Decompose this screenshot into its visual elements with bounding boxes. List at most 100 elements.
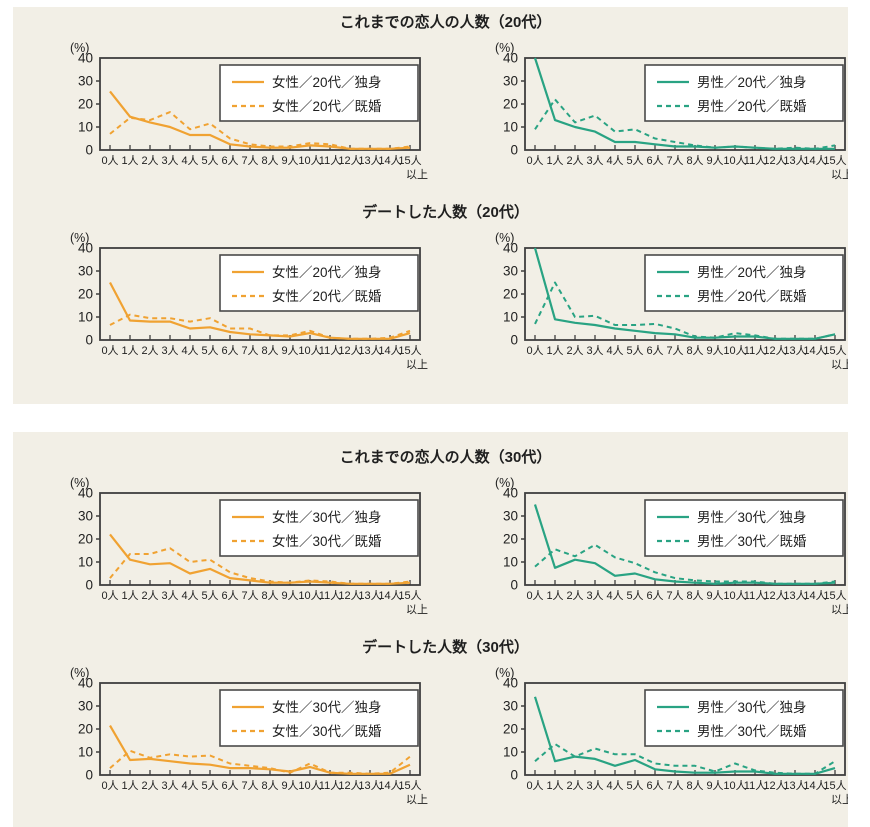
x-tick-label: 11人 [744, 154, 766, 167]
legend-box [644, 254, 844, 312]
legend-box [219, 689, 419, 747]
chart-lovers-20s-male: (%) 0 10 20 30 40 0人 1人 2人 3人 4人 5人 6人 7人 8人 9人 10人 11人 12… [489, 41, 848, 184]
x-tick-label: 0人 [526, 154, 543, 167]
x-tick-label: 9人 [281, 344, 298, 357]
line-chart-svg: (%) 0 10 20 30 40 0人 1人 2人 3人 4人 5人 6人 7人 8人 9人 10人11人12… [70, 231, 428, 371]
row-title-dates-30s: デートした人数（30代） [362, 639, 529, 656]
chart-row-lovers-30s: これまでの恋人の人数（30代） (%) 0 10 20 30 40 0人 1人 2人 3人 4人 5人… [13, 447, 848, 619]
x-tick-label: 3人 [161, 589, 178, 602]
x-tick-label: 4人 [181, 779, 198, 792]
series-line-dashed [109, 313, 411, 340]
x-tick-label: 8人 [261, 344, 278, 357]
x-tick-label: 4人 [606, 154, 623, 167]
x-tick-label: 11人 [319, 779, 341, 792]
x-tick-label: 14人 [803, 779, 826, 792]
y-tick-label: 10 [78, 555, 93, 570]
y-tick-label: 10 [78, 745, 93, 760]
x-tick-label: 12人 [763, 779, 786, 792]
series-line-dashed [534, 281, 836, 340]
x-tick-label: 10人 [723, 344, 746, 357]
y-tick-label: 0 [85, 578, 93, 593]
y-axis-unit: (%) [495, 476, 514, 490]
x-tick-label: 0人 [526, 589, 543, 602]
x-tick-label: 7人 [666, 344, 683, 357]
x-tick-label: 8人 [261, 589, 278, 602]
x-tick-label: 7人 [241, 589, 258, 602]
x-tick-label: 11人 [319, 589, 341, 602]
series-line-solid [533, 504, 836, 585]
x-tick-label: 4人 [606, 779, 623, 792]
x-tick-label: 6人 [221, 154, 238, 167]
line-chart-svg: (%) 0 10 20 30 40 0人 1人 2人 3人 4人 5人 6人 7人 8人 9人 10人11人12… [495, 41, 848, 181]
x-tick-label: 12人 [338, 154, 361, 167]
x-tick-label: 7人 [241, 779, 258, 792]
legend-label: 男性／20代／独身 [697, 265, 807, 280]
x-tick-label: 0人 [101, 779, 118, 792]
legend-box [644, 689, 844, 747]
x-tick-label: 9人 [706, 344, 723, 357]
x-tick-label: 10人 [298, 154, 321, 167]
x-tick-label: 1人 [121, 779, 138, 792]
y-tick-label: 40 [78, 51, 93, 66]
legend-label: 女性／20代／独身 [272, 74, 382, 90]
row-title-dates-20s: デートした人数（20代） [362, 204, 529, 221]
y-tick-label: 30 [78, 509, 93, 524]
x-tick-label: 15人 [823, 154, 846, 167]
series-line-dashed [109, 749, 411, 775]
series-line-solid [109, 281, 411, 340]
x-tick-label: 11人 [319, 154, 341, 167]
x-tick-label: 8人 [686, 589, 703, 602]
x-tick-label: 5人 [626, 589, 643, 602]
x-tick-label: 0人 [526, 344, 543, 357]
chart-row-dates-30s: デートした人数（30代） (%) 0 10 20 30 40 0人 1人 2人 3人 4人 5人 6人 7… [13, 637, 848, 809]
x-tick-label: 10人 [298, 344, 321, 357]
x-tick-label: 3人 [161, 779, 178, 792]
x-tick-label: 13人 [358, 779, 381, 792]
legend-label: 男性／30代／独身 [697, 510, 807, 525]
x-tick-label: 5人 [626, 779, 643, 792]
x-tick-label: 5人 [201, 344, 218, 357]
panel-20s: これまでの恋人の人数（20代） (%) 0 10 20 30 40 0人 1人 2人 3人 4人 5人… [13, 7, 848, 404]
y-axis-unit: (%) [70, 41, 89, 55]
series-line-dashed [109, 547, 411, 585]
legend-label: 女性／20代／独身 [272, 264, 382, 280]
x-tick-label: 9人 [281, 589, 298, 602]
x-tick-label: 3人 [586, 344, 603, 357]
y-tick-label: 30 [78, 74, 93, 89]
x-tick-label: 6人 [646, 779, 663, 792]
x-tick-label: 2人 [141, 154, 158, 167]
x-tick-label: 9人 [281, 779, 298, 792]
legend-label: 女性／30代／独身 [272, 699, 382, 715]
chart-dates-20s-female: (%) 0 10 20 30 40 0人 1人 2人 3人 4人 5人 6人 7人 8人 9人 10人 11人 12… [64, 231, 432, 374]
legend-label: 男性／20代／既婚 [697, 289, 807, 304]
x-tick-label: 6人 [646, 154, 663, 167]
x-tick-label: 14人 [378, 344, 401, 357]
chart-lovers-20s-female: (%) 0 10 20 30 40 0人 1人 2人 3人 4人 5人 6人 7人 8人 9人 10人 11人 12… [64, 41, 432, 184]
series-line-dashed [109, 111, 411, 150]
y-axis-unit: (%) [70, 666, 89, 680]
charts-pair: (%) 0 10 20 30 40 0人 1人 2人 3人 4人 5人 6人 7人 8人 9人 10人 11人 12… [13, 476, 848, 619]
y-tick-label: 0 [510, 578, 518, 593]
x-tick-label: 14人 [378, 154, 401, 167]
x-tick-label: 8人 [686, 779, 703, 792]
y-tick-label: 10 [503, 745, 518, 760]
chart-row-lovers-20s: これまでの恋人の人数（20代） (%) 0 10 20 30 40 0人 1人 2人 3人 4人 5人… [13, 12, 848, 184]
x-tick-label: 12人 [338, 779, 361, 792]
x-tick-label: 15人 [823, 589, 846, 602]
line-chart-svg: (%) 0 10 20 30 40 0人 1人 2人 3人 4人 5人 6人 7人 8人 9人 10人11人12… [495, 231, 848, 371]
x-tick-label: 7人 [241, 154, 258, 167]
x-tick-label: 1人 [546, 779, 563, 792]
legend-box [219, 499, 419, 557]
x-tick-label: 0人 [101, 344, 118, 357]
x-tick-label: 1人 [546, 154, 563, 167]
legend-label: 女性／30代／既婚 [272, 723, 382, 739]
chart-row-dates-20s: デートした人数（20代） (%) 0 10 20 30 40 0人 1人 2人 3人 4人 5人 6人 7… [13, 202, 848, 374]
y-tick-label: 20 [78, 97, 93, 112]
x-tick-label: 12人 [338, 344, 361, 357]
y-tick-label: 30 [78, 264, 93, 279]
y-tick-label: 20 [78, 287, 93, 302]
y-tick-label: 40 [503, 51, 518, 66]
x-tick-label: 4人 [606, 589, 623, 602]
x-tick-label: 8人 [261, 779, 278, 792]
x-tick-label: 3人 [586, 154, 603, 167]
